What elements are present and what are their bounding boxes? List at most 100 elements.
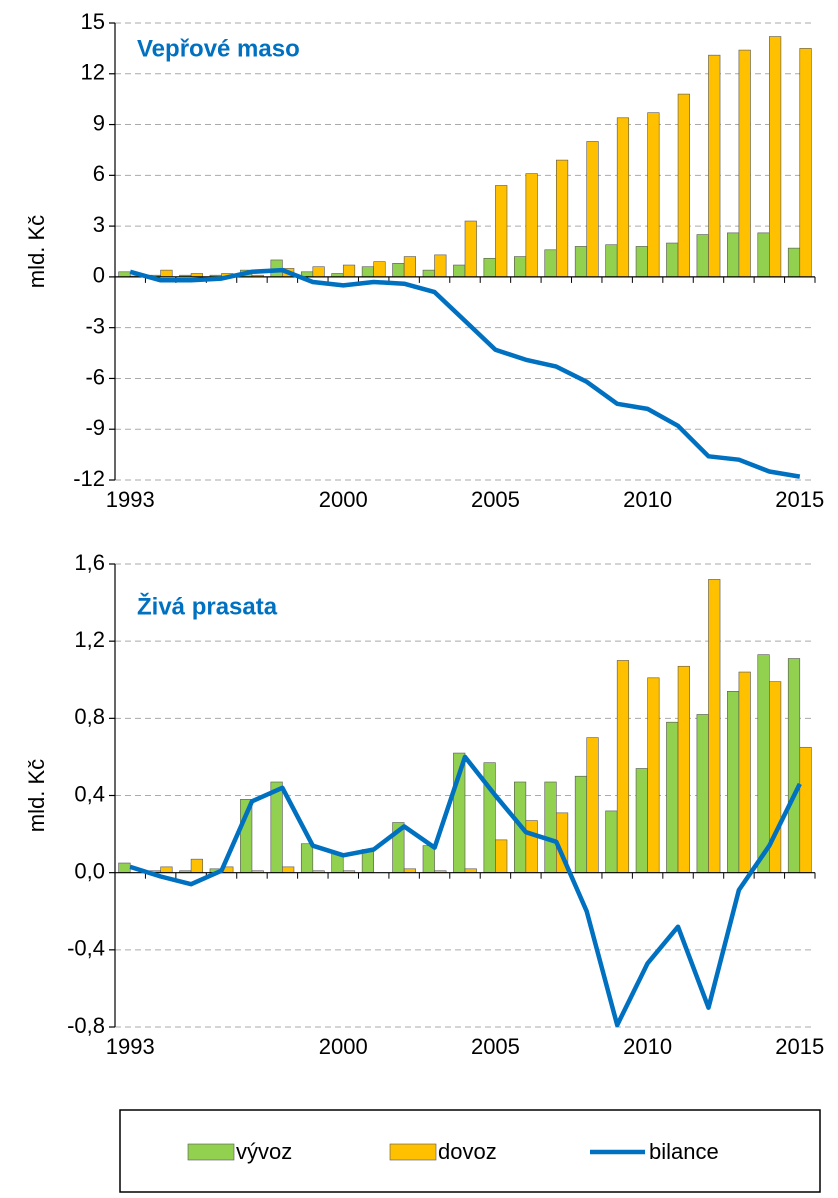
bar [434,254,447,278]
y-axis-label: mld. Kč [24,215,49,288]
chart-title: Živá prasata [137,592,278,620]
bar [738,49,751,278]
y-tick-label: 15 [81,9,105,34]
bar [544,249,557,278]
line [129,267,801,479]
bar [757,654,770,873]
bar [160,866,173,873]
bar [556,159,569,278]
bar [483,257,496,278]
y-tick-label: 0,4 [74,781,105,806]
bar [312,266,325,278]
line [129,754,802,1028]
bar [495,185,508,278]
bar [118,271,131,278]
bar [160,269,173,278]
bar [118,862,131,873]
y-tick-label: 0,8 [74,704,105,729]
bar [616,117,630,278]
bar [799,746,812,873]
y-axis-label: mld. Kč [24,759,49,832]
bar [605,810,618,873]
bar [495,839,508,873]
bar [666,721,679,873]
bar [514,256,527,278]
bar [769,36,782,278]
bar [574,246,588,278]
bar [787,658,801,873]
bar [616,660,630,873]
bar [635,246,648,278]
x-tick-label: 2015 [775,487,824,512]
legend-box [119,1109,821,1193]
bar [282,866,295,873]
bar [708,54,721,278]
bar [677,665,690,873]
bar [422,269,435,278]
bar [757,232,770,278]
x-tick-label: 1993 [106,1034,155,1059]
bar [544,781,557,873]
y-tick-label: 1,2 [74,627,105,652]
y-tick-label: 6 [93,161,105,186]
bar [270,781,283,873]
bar [300,843,314,873]
bar [677,93,690,278]
bar [525,820,538,873]
bar [586,141,599,278]
bar [605,244,618,278]
bar [738,671,751,873]
bar [422,845,435,873]
y-tick-label: -12 [73,466,105,491]
y-tick-label: -3 [85,313,105,338]
bar [635,768,648,873]
bar [403,256,416,278]
y-tick-label: 0,0 [74,858,105,883]
y-tick-label: 0 [93,263,105,288]
y-tick-label: -6 [85,364,105,389]
bar [392,263,405,278]
x-tick-label: 2010 [623,487,672,512]
bar [787,247,801,278]
bar [696,714,709,873]
y-tick-label: 9 [93,110,105,135]
bar [342,264,356,278]
bar [696,234,709,278]
legend-swatch [389,1143,437,1161]
bar [647,677,660,873]
bar [464,220,477,278]
x-tick-label: 2005 [471,487,520,512]
bar [190,858,203,873]
bar [647,112,660,278]
bar [708,579,721,873]
bar [666,242,679,278]
y-tick-label: -9 [85,415,105,440]
bar [727,691,740,873]
bar [483,762,496,873]
legend-label: bilance [649,1139,719,1164]
bar [574,775,588,873]
y-tick-label: 12 [81,60,105,85]
x-tick-label: 2000 [319,1034,368,1059]
legend-swatch [187,1143,235,1161]
x-tick-label: 2015 [775,1034,824,1059]
bar [586,737,599,873]
x-tick-label: 2010 [623,1034,672,1059]
y-tick-label: 1,6 [74,550,105,575]
y-tick-label: -0,4 [67,936,105,961]
bar [453,264,466,278]
bar [525,173,538,278]
bar [727,232,740,278]
x-tick-label: 2000 [319,487,368,512]
legend-label: dovoz [438,1139,497,1164]
y-tick-label: -0,8 [67,1013,105,1038]
x-tick-label: 1993 [106,487,155,512]
legend-label: vývoz [236,1139,292,1164]
y-tick-label: 3 [93,212,105,237]
bar [799,48,812,278]
x-tick-label: 2005 [471,1034,520,1059]
chart-title: Vepřové maso [137,35,300,62]
bar [373,261,386,278]
